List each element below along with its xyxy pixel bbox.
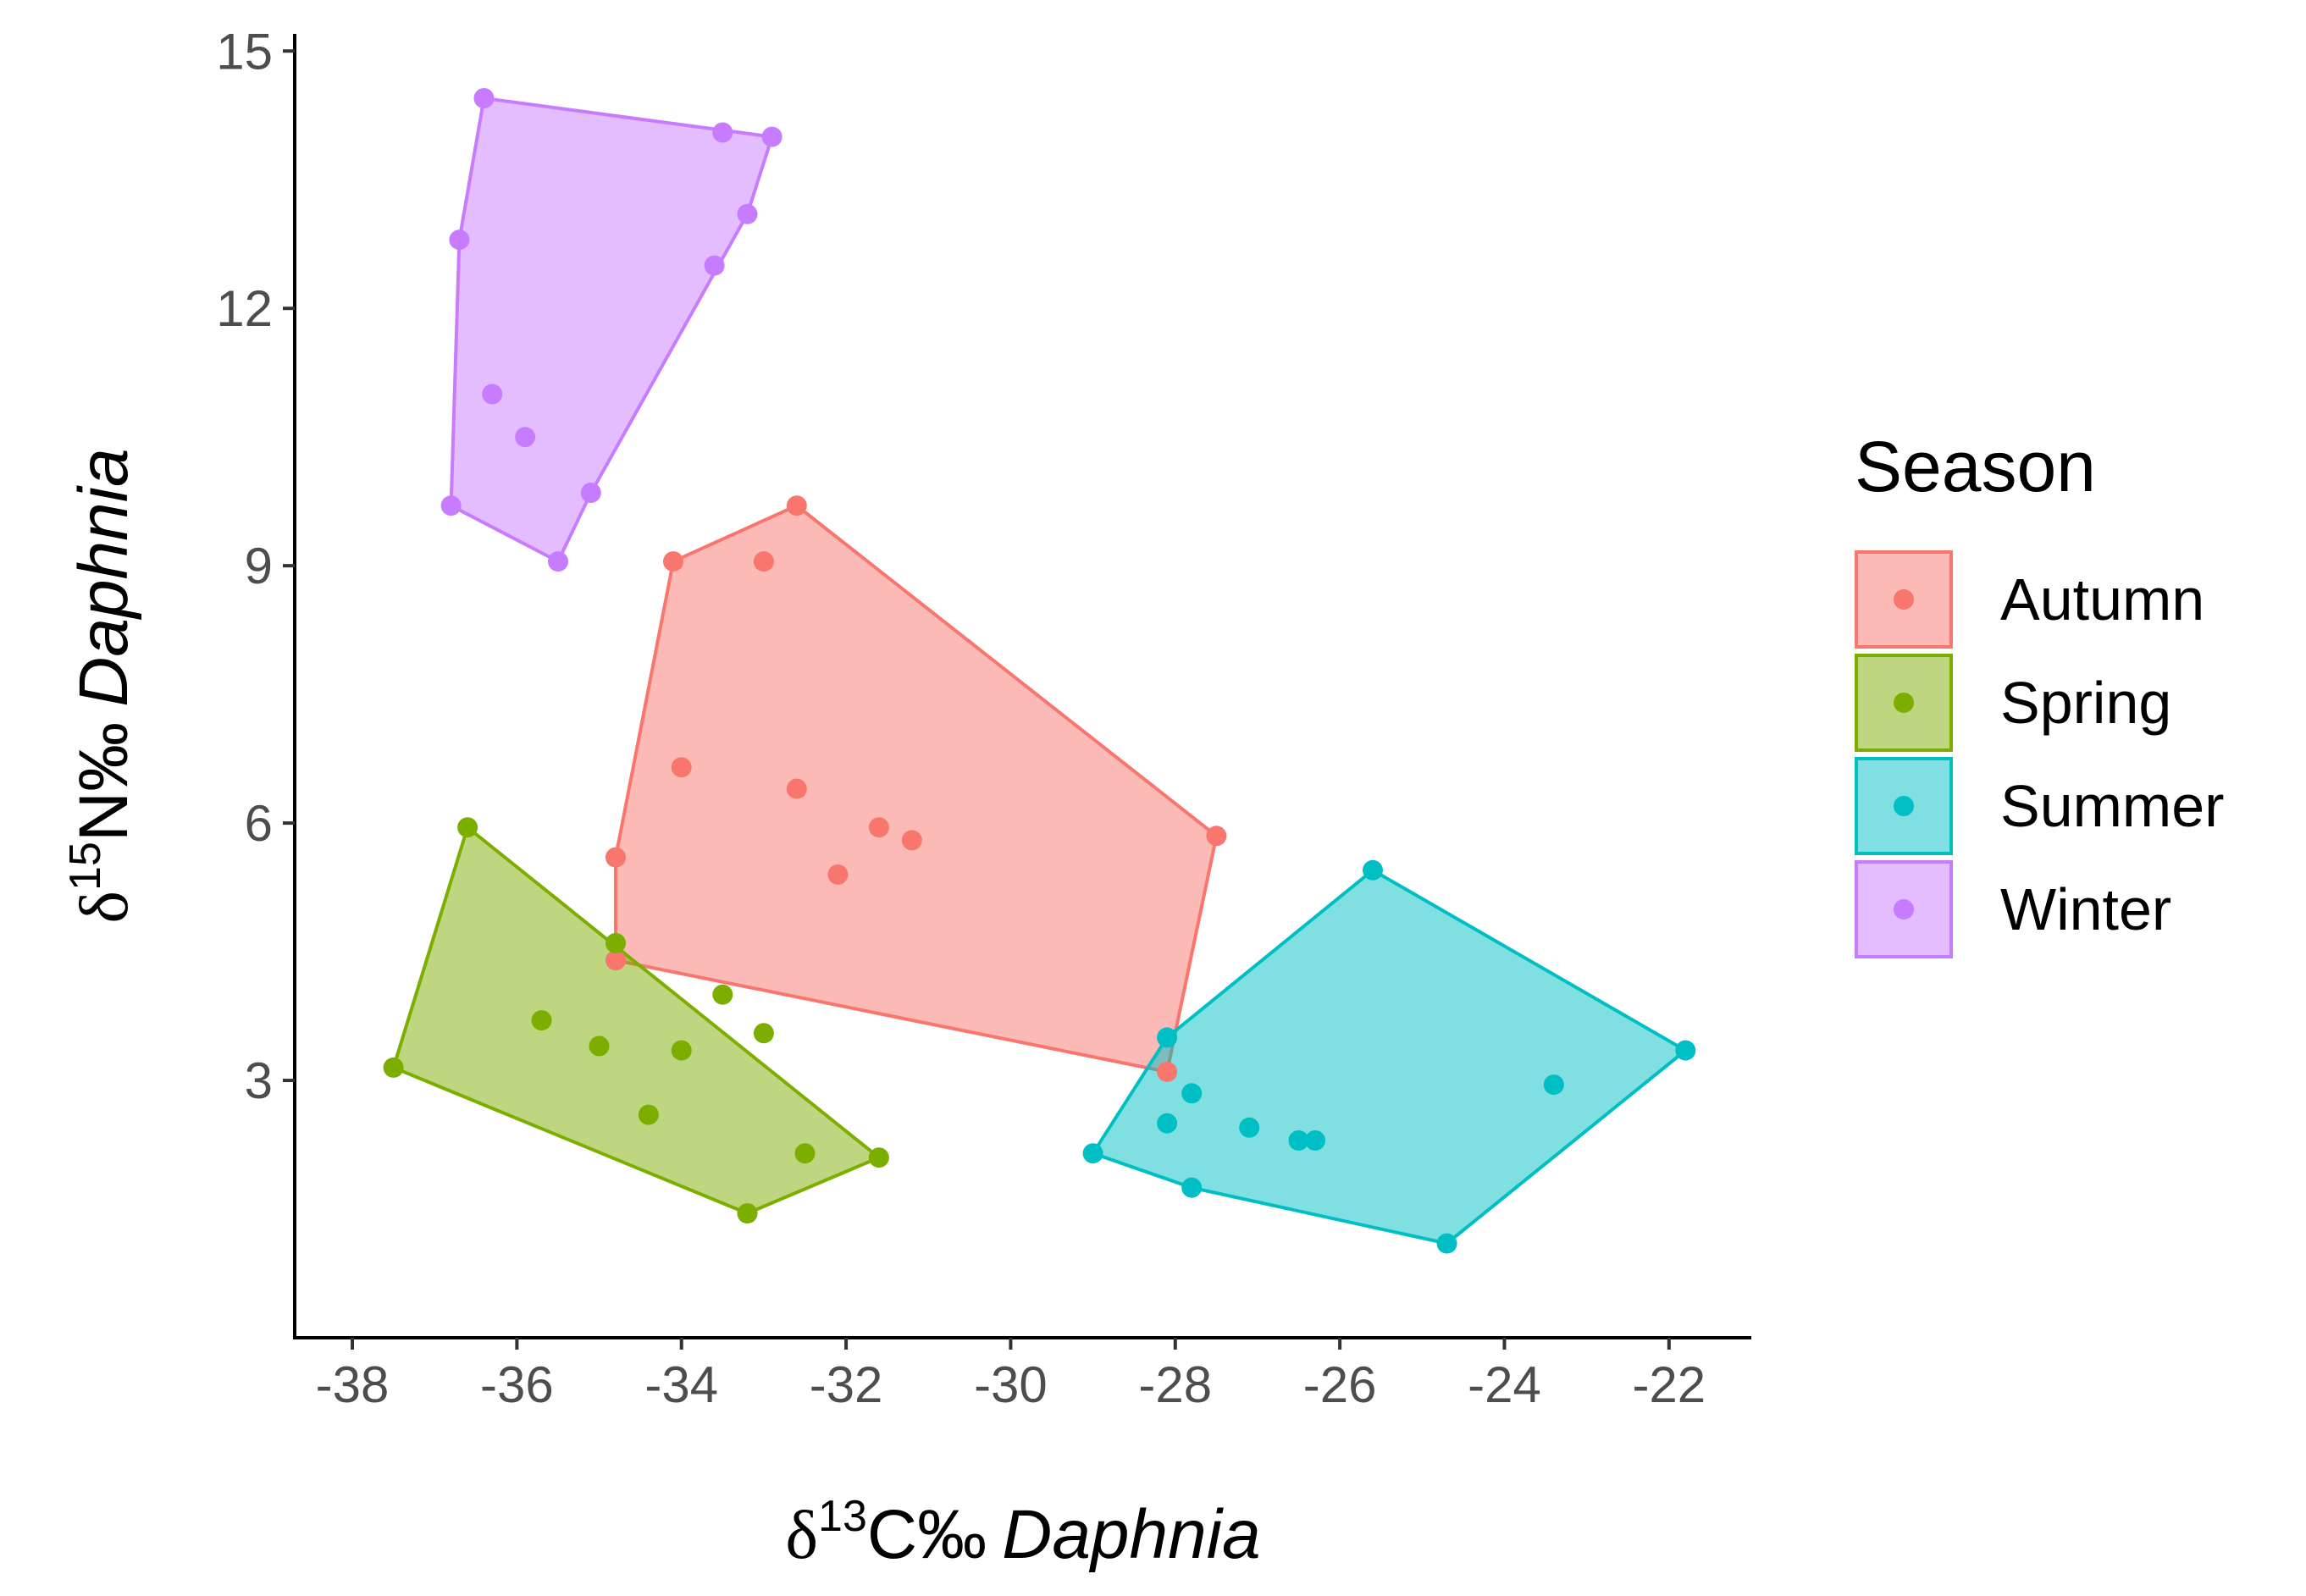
point-winter-3 xyxy=(761,126,782,147)
point-summer-12 xyxy=(1436,1233,1457,1254)
x-tick-label-0: -38 xyxy=(316,1356,390,1413)
y-axis-title-superscript: 15 xyxy=(61,842,110,891)
x-axis-title-main: C‰ xyxy=(867,1496,987,1573)
x-axis-title-superscript: 13 xyxy=(818,1492,867,1541)
point-winter-5 xyxy=(449,229,470,251)
point-spring-11 xyxy=(868,1147,889,1168)
point-spring-6 xyxy=(589,1035,610,1057)
point-spring-12 xyxy=(737,1203,758,1224)
legend-label-summer: Summer xyxy=(2000,773,2224,839)
point-autumn-9 xyxy=(606,847,626,868)
point-summer-3 xyxy=(1675,1040,1696,1061)
point-summer-11 xyxy=(1181,1177,1203,1198)
point-autumn-3 xyxy=(753,551,774,572)
point-summer-10 xyxy=(1082,1143,1103,1164)
axes-layer: -38 -36 -34 -32 -30 -28 -26 -24 -22 3 6 9 12 15 xyxy=(216,23,1751,1413)
x-axis-title-prefix: δ xyxy=(785,1496,818,1573)
point-spring-4 xyxy=(531,1010,552,1031)
legend-label-autumn: Autumn xyxy=(2000,566,2204,632)
legend-label-spring: Spring xyxy=(2000,670,2171,736)
point-autumn-8 xyxy=(1206,826,1227,847)
y-tick-label-3: 12 xyxy=(216,280,273,337)
y-tick-label-1: 6 xyxy=(245,795,273,852)
point-winter-2 xyxy=(712,122,733,143)
point-autumn-10 xyxy=(827,864,849,885)
point-summer-9 xyxy=(1305,1130,1325,1151)
point-autumn-2 xyxy=(663,551,683,572)
point-spring-8 xyxy=(383,1057,404,1078)
y-tick-label-0: 3 xyxy=(245,1052,273,1109)
point-spring-1 xyxy=(457,817,478,838)
y-axis-title-italic: Daphnia xyxy=(65,448,142,706)
legend: Season Autumn Spring Summer Winter xyxy=(1855,427,2224,958)
x-tick-label-7: -24 xyxy=(1468,1356,1541,1413)
point-winter-8 xyxy=(515,427,536,448)
legend-dot-summer xyxy=(1894,796,1914,816)
point-autumn-1 xyxy=(786,495,807,516)
x-tick-label-2: -34 xyxy=(644,1356,718,1413)
x-tick-label-6: -26 xyxy=(1303,1356,1377,1413)
point-summer-6 xyxy=(1239,1117,1260,1138)
x-tick-label-1: -36 xyxy=(480,1356,554,1413)
hull-autumn xyxy=(614,503,1219,1074)
x-tick-label-3: -32 xyxy=(810,1356,883,1413)
point-summer-4 xyxy=(1543,1074,1564,1096)
point-winter-6 xyxy=(704,255,725,276)
x-tick-label-5: -28 xyxy=(1138,1356,1212,1413)
y-axis-title-main: N‰ xyxy=(65,722,142,842)
legend-dot-autumn xyxy=(1894,589,1914,610)
point-winter-7 xyxy=(482,384,503,405)
x-axis-title: δ13C‰ Daphnia xyxy=(785,1492,1260,1573)
point-autumn-7 xyxy=(901,830,922,851)
point-winter-10 xyxy=(440,495,462,516)
point-autumn-12 xyxy=(1157,1061,1178,1082)
point-autumn-6 xyxy=(868,817,889,838)
point-summer-8 xyxy=(1288,1130,1309,1151)
point-summer-5 xyxy=(1181,1083,1203,1104)
point-winter-1 xyxy=(473,88,495,108)
point-spring-5 xyxy=(753,1023,774,1044)
point-spring-2 xyxy=(606,932,626,953)
point-autumn-4 xyxy=(671,757,692,778)
point-summer-2 xyxy=(1157,1027,1178,1048)
legend-dot-winter xyxy=(1894,899,1914,919)
point-spring-3 xyxy=(712,984,733,1005)
legend-dot-spring xyxy=(1894,693,1914,713)
legend-label-winter: Winter xyxy=(2000,876,2171,942)
point-winter-4 xyxy=(737,203,758,224)
y-tick-label-4: 15 xyxy=(216,23,273,80)
point-autumn-11 xyxy=(606,950,626,971)
point-spring-7 xyxy=(671,1040,692,1061)
points-layer xyxy=(383,88,1696,1254)
y-axis-title-prefix: δ xyxy=(65,891,142,924)
point-summer-1 xyxy=(1363,859,1383,881)
y-tick-label-2: 9 xyxy=(245,538,273,594)
x-tick-label-4: -30 xyxy=(974,1356,1048,1413)
x-axis-title-italic: Daphnia xyxy=(1002,1496,1260,1573)
legend-title: Season xyxy=(1855,427,2096,506)
point-winter-11 xyxy=(548,551,568,572)
x-tick-label-8: -22 xyxy=(1632,1356,1706,1413)
point-spring-10 xyxy=(794,1143,816,1164)
point-summer-7 xyxy=(1157,1113,1178,1134)
point-winter-9 xyxy=(580,483,601,503)
y-axis-title: δ15N‰ Daphnia xyxy=(61,448,142,923)
hulls-layer xyxy=(391,96,1689,1245)
point-spring-9 xyxy=(638,1104,659,1125)
point-autumn-5 xyxy=(786,778,807,799)
hull-winter xyxy=(449,96,775,564)
